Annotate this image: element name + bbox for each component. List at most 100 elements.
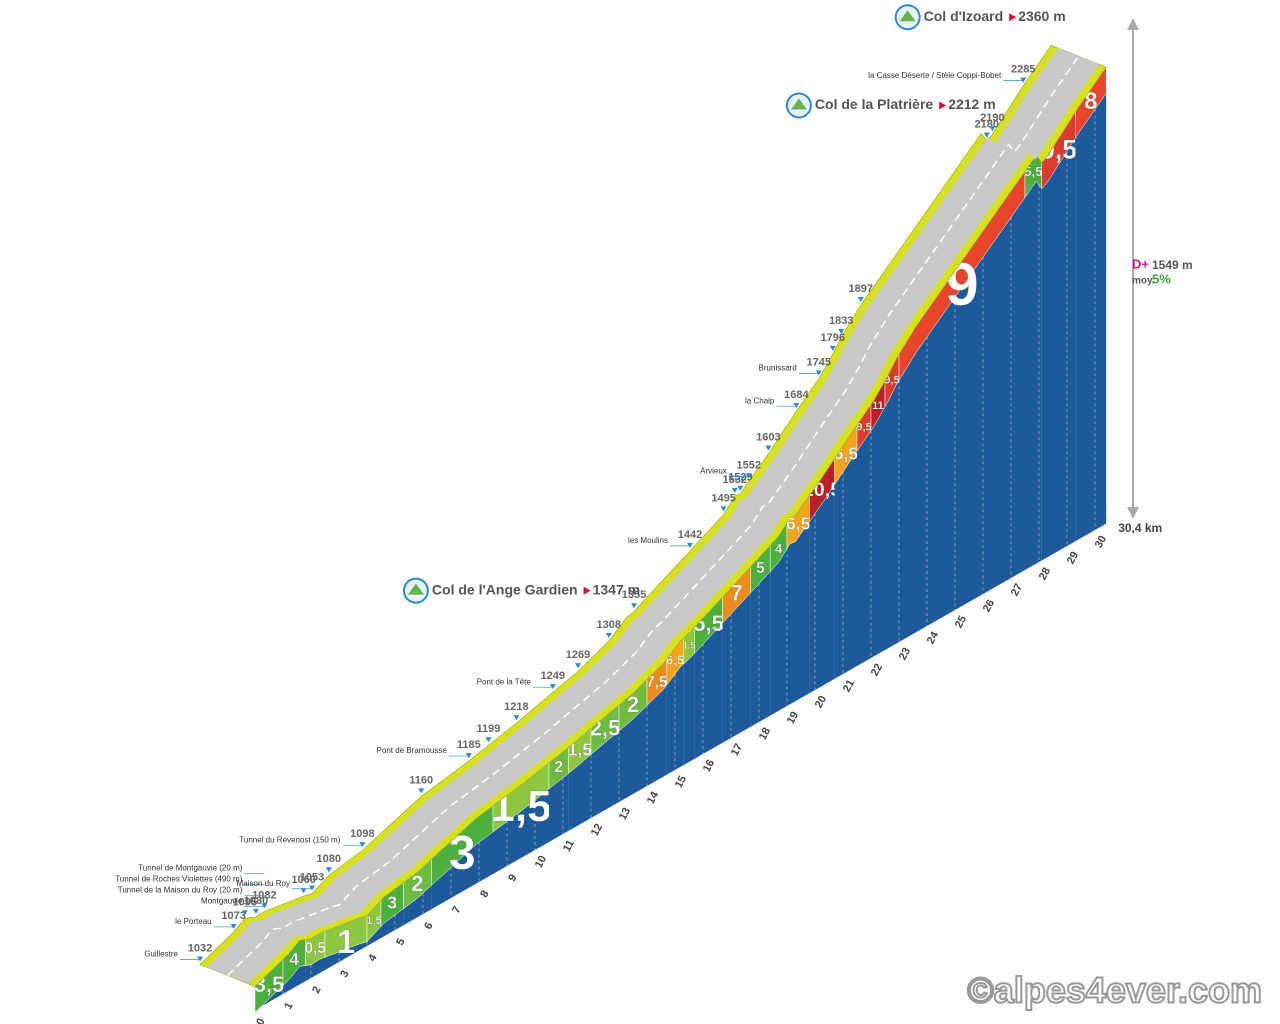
km-tick-label: 13	[617, 806, 633, 822]
altitude-label: 1185	[457, 739, 481, 751]
pass-flag	[583, 586, 591, 595]
km-tick-label: 25	[953, 614, 969, 630]
pass-altitude: 1347 m	[593, 581, 640, 597]
km-tick-label: 24	[925, 629, 942, 646]
km-tick-label: 29	[1065, 550, 1081, 566]
km-tick-label: 20	[813, 694, 829, 710]
average-label: moy.	[1132, 276, 1155, 287]
place-label: Pont de Bramousse	[377, 746, 448, 755]
gradient-label: 5	[756, 560, 765, 577]
km-tick-label: 17	[729, 742, 745, 758]
altitude-marker	[418, 788, 425, 794]
gradient-label: 4	[289, 949, 299, 969]
altitude-marker	[325, 867, 332, 873]
altitude-marker	[261, 903, 268, 909]
gradient-label: 2	[555, 759, 564, 776]
altitude-marker	[737, 485, 744, 491]
credit: ©alpes4ever.com	[967, 970, 1262, 1011]
gradient-label: 9,5	[856, 422, 871, 434]
km-tick-label: 12	[589, 822, 605, 838]
km-tick-label: 10	[533, 854, 549, 870]
altitude-label: 1073	[221, 910, 245, 922]
altitude-marker	[549, 684, 556, 690]
km-tick-label: 22	[869, 662, 885, 678]
km-tick-label: 26	[981, 598, 997, 614]
gradient-label: 6,5	[666, 653, 684, 668]
gradient-label: 5,5	[1024, 164, 1042, 179]
wall	[283, 965, 306, 994]
gradient-label: 11	[872, 400, 884, 412]
altitude-marker	[309, 885, 315, 891]
altitude-marker	[631, 603, 637, 609]
km-tick-label: 3	[338, 968, 351, 979]
pass-name: Col de la Platrière	[815, 96, 933, 112]
gradient-label: 6,5	[786, 513, 811, 533]
km-tick-label: 6	[422, 920, 435, 931]
distance-label: 30,4 km	[1118, 521, 1162, 535]
altitude-marker	[485, 737, 492, 743]
wall	[1075, 93, 1107, 542]
wall	[325, 941, 367, 970]
wall	[305, 957, 325, 982]
gradient-label: 2	[627, 692, 639, 717]
km-tick-label: 7	[450, 904, 463, 915]
altitude-marker	[300, 888, 307, 894]
wall	[722, 592, 751, 743]
road	[207, 48, 1100, 984]
altitude-label: 1080	[317, 853, 341, 865]
place-label: les Moulins	[628, 536, 668, 545]
place-label: Tunnel de la Maison du Roy (20 m)	[118, 886, 243, 895]
wall	[591, 730, 619, 818]
altitude-label: 1218	[504, 701, 528, 713]
pass-altitude: 2212 m	[948, 96, 995, 112]
altitude-label: 1552	[737, 459, 761, 471]
place-label: Montgauvie	[201, 897, 243, 906]
altitude-label: 1095	[233, 896, 257, 908]
altitude-marker	[838, 329, 845, 335]
place-label: Tunnel de Roches Violettes (490 m)	[115, 875, 243, 884]
gradient-label: 7,5	[646, 674, 668, 691]
altitude-marker	[605, 632, 612, 638]
gradient-label: 1	[337, 923, 355, 960]
altitude-marker	[197, 956, 203, 962]
altitude-marker	[241, 910, 248, 916]
km-tick-label: 11	[561, 838, 577, 854]
altitude-label: 1060	[291, 874, 315, 886]
altitude-marker	[575, 663, 581, 669]
wall	[787, 521, 810, 706]
wall	[857, 430, 871, 666]
km-tick-label: 28	[1037, 566, 1053, 582]
pass-icon-mountain	[899, 10, 916, 22]
wall	[403, 885, 432, 926]
arrow-head	[1127, 18, 1139, 30]
climb-value: 1549 m	[1152, 258, 1193, 272]
altitude-label: 1532	[723, 474, 747, 486]
gradient-label: 1,5	[366, 915, 381, 927]
altitude-marker	[359, 842, 366, 848]
gradient-label: 4	[775, 541, 783, 556]
altitude-label: 2190	[980, 112, 1004, 124]
pass-icon-mountain	[407, 583, 424, 595]
pass-flag	[939, 101, 947, 110]
wall	[750, 571, 771, 727]
altitude-label: 2285	[1011, 64, 1035, 76]
altitude-label: 1249	[541, 670, 565, 682]
road-edge	[199, 44, 1107, 987]
altitude-marker	[1020, 77, 1027, 83]
km-tick-label: 21	[841, 678, 857, 694]
wall	[885, 380, 899, 650]
km-tick-label: 1	[282, 1000, 295, 1011]
gradient-label: 9,5	[884, 374, 899, 386]
km-tick-label: 5	[394, 936, 407, 947]
altitude-marker	[720, 506, 727, 512]
place-label: Pont de la Tête	[477, 677, 532, 686]
altitude-label: 1603	[756, 431, 780, 443]
place-label: Brunissard	[759, 364, 797, 373]
altitude-label: 1495	[711, 492, 735, 504]
wall	[568, 754, 591, 831]
km-tick-label: 2	[310, 984, 323, 995]
gradient-label: 1,5	[683, 641, 696, 651]
km-tick-label: 30	[1093, 534, 1109, 550]
place-label: Arvieux	[700, 467, 727, 476]
road-line	[226, 55, 1080, 977]
